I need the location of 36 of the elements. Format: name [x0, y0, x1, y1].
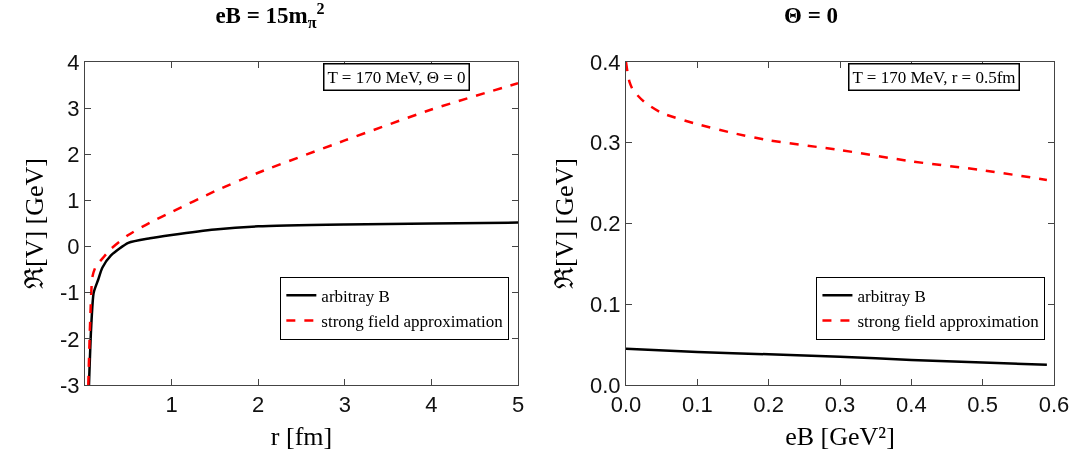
x-tick-label: 2	[252, 392, 265, 418]
legend-label: strong field approximation	[857, 312, 1040, 332]
y-tick-label: 1	[67, 188, 80, 214]
chart-title: Θ = 0	[784, 3, 838, 29]
x-tick-label: 0.5	[967, 392, 998, 418]
x-tick-label: 5	[511, 392, 525, 418]
x-axis-title: r [fm]	[270, 422, 333, 452]
x-tick-label: 0.4	[896, 392, 927, 418]
x-tick-label: 4	[425, 392, 438, 418]
legend-label: arbitray B	[321, 286, 390, 306]
y-axis-title: ℜ[V] [GeV]	[550, 157, 580, 290]
y-axis-title: ℜ[V] [GeV]	[20, 157, 50, 290]
y-tick-label: 0.4	[590, 49, 621, 75]
line-series	[626, 347, 1049, 367]
x-tick-label: 1	[165, 392, 178, 418]
annotation: T = 170 MeV, Θ = 0	[327, 67, 466, 87]
x-tick-label: 0.2	[753, 392, 784, 418]
y-tick-label: 0	[67, 234, 80, 260]
x-tick-label: 0.1	[682, 392, 713, 418]
legend-label: arbitray B	[857, 286, 926, 306]
x-tick-label: 3	[338, 392, 351, 418]
y-tick-label: -1	[60, 280, 80, 306]
x-axis-title: eB [GeV²]	[785, 422, 895, 452]
x-tick-label: 0.3	[824, 392, 856, 418]
legend-label: strong field approximation	[321, 312, 504, 332]
line-series	[626, 62, 1049, 182]
y-tick-label: 4	[67, 49, 80, 75]
y-tick-label: 0.3	[590, 130, 621, 156]
y-tick-label: 0.1	[590, 291, 621, 317]
y-tick-label: 3	[67, 95, 80, 121]
x-tick-label: 0.6	[1038, 392, 1070, 418]
y-tick-label: 2	[67, 141, 80, 167]
y-tick-label: -2	[60, 326, 80, 352]
y-tick-label: 0.2	[590, 211, 621, 237]
annotation: T = 170 MeV, r = 0.5fm	[852, 67, 1016, 87]
y-tick-label: -3	[60, 372, 80, 398]
